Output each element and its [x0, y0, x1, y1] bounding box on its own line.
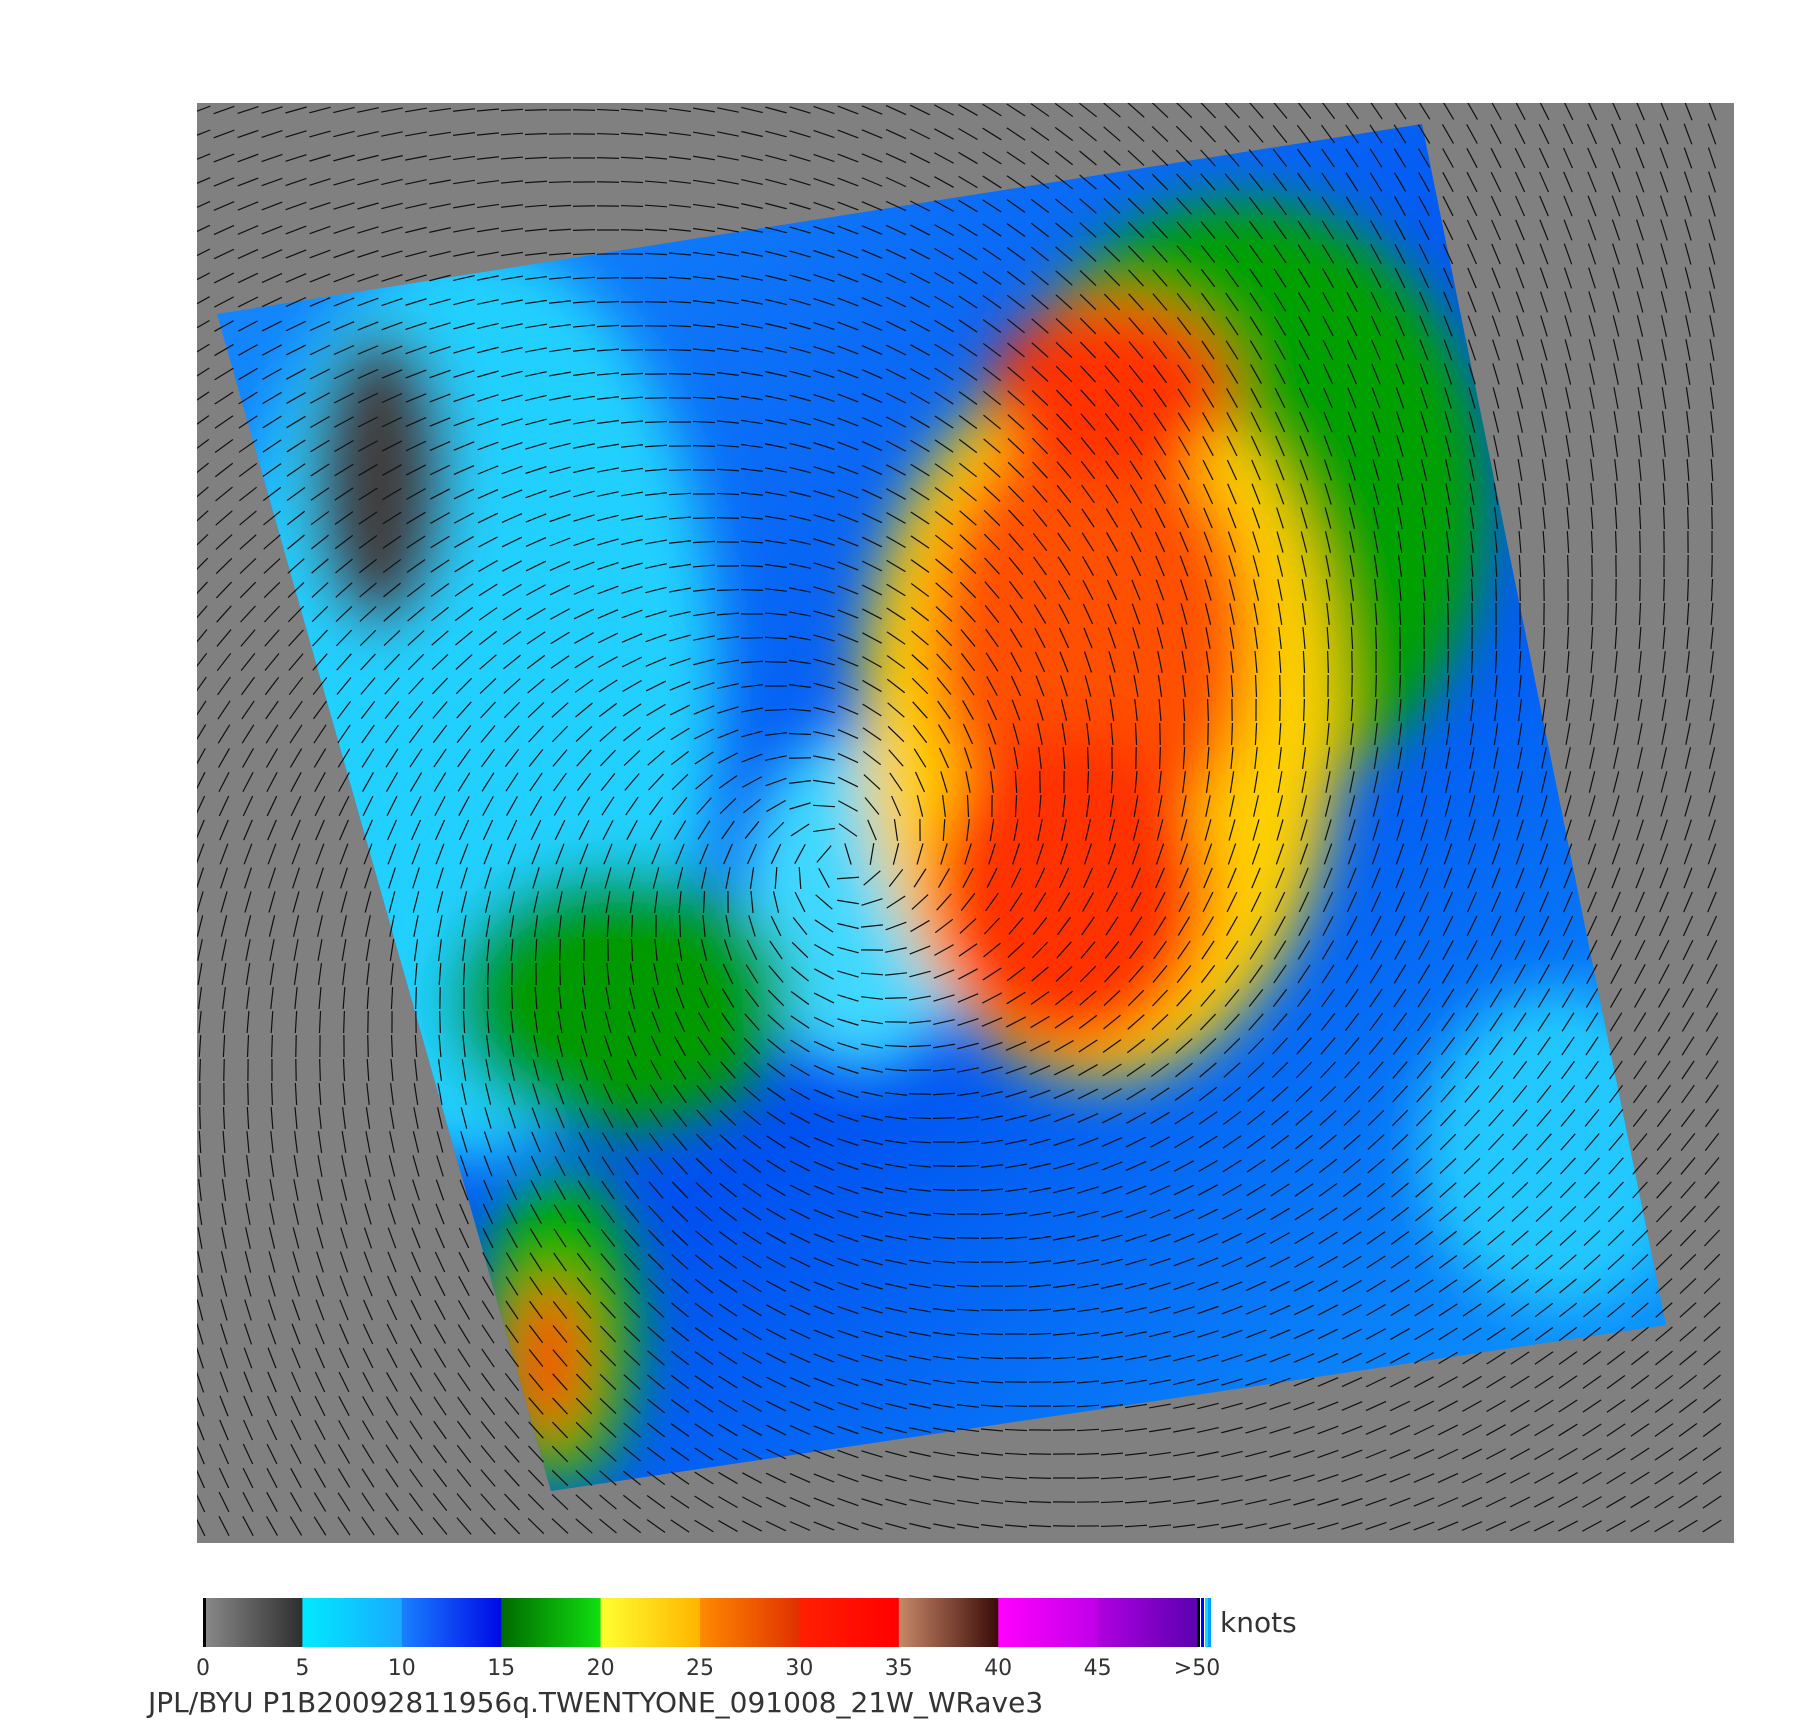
colorbar-band [899, 1598, 999, 1647]
colorbar-overflow [1197, 1598, 1200, 1647]
colorbar-band [799, 1598, 899, 1647]
colorbar-band [1098, 1598, 1198, 1647]
colorbar-tick-label: 30 [785, 1656, 813, 1681]
colorbar-overflow [1208, 1598, 1211, 1647]
colorbar-tick-label: 45 [1084, 1656, 1112, 1681]
colorbar-tick-label: 5 [295, 1656, 309, 1681]
colorbar-tick-label: 40 [984, 1656, 1012, 1681]
colorbar: 0 5 10 15 20 25 30 35 40 45 >50 [196, 1598, 1220, 1681]
colorbar-band [203, 1598, 303, 1647]
colorbar-band [700, 1598, 800, 1647]
colorbar-tick-label: 35 [885, 1656, 913, 1681]
colorbar-band [601, 1598, 701, 1647]
colorbar-tick-label: 25 [686, 1656, 714, 1681]
colorbar-overflow [1205, 1598, 1208, 1647]
footer: JPL/BYU P1B20092811956q.TWENTYONE_091008… [146, 1686, 1043, 1719]
colorbar-tick-label: 20 [587, 1656, 615, 1681]
colorbar-tick-label: 15 [487, 1656, 515, 1681]
colorbar-tick-label: >50 [1174, 1656, 1220, 1681]
colorbar-band [998, 1598, 1098, 1647]
colorbar-band [501, 1598, 601, 1647]
colorbar-unit: knots [1220, 1606, 1297, 1639]
colorbar-band [402, 1598, 502, 1647]
colorbar-tick-label: 10 [388, 1656, 416, 1681]
colorbar-band [302, 1598, 402, 1647]
colorbar-edge [203, 1598, 206, 1647]
colorbar-overflow [1201, 1598, 1204, 1647]
colorbar-tick-label: 0 [196, 1656, 210, 1681]
